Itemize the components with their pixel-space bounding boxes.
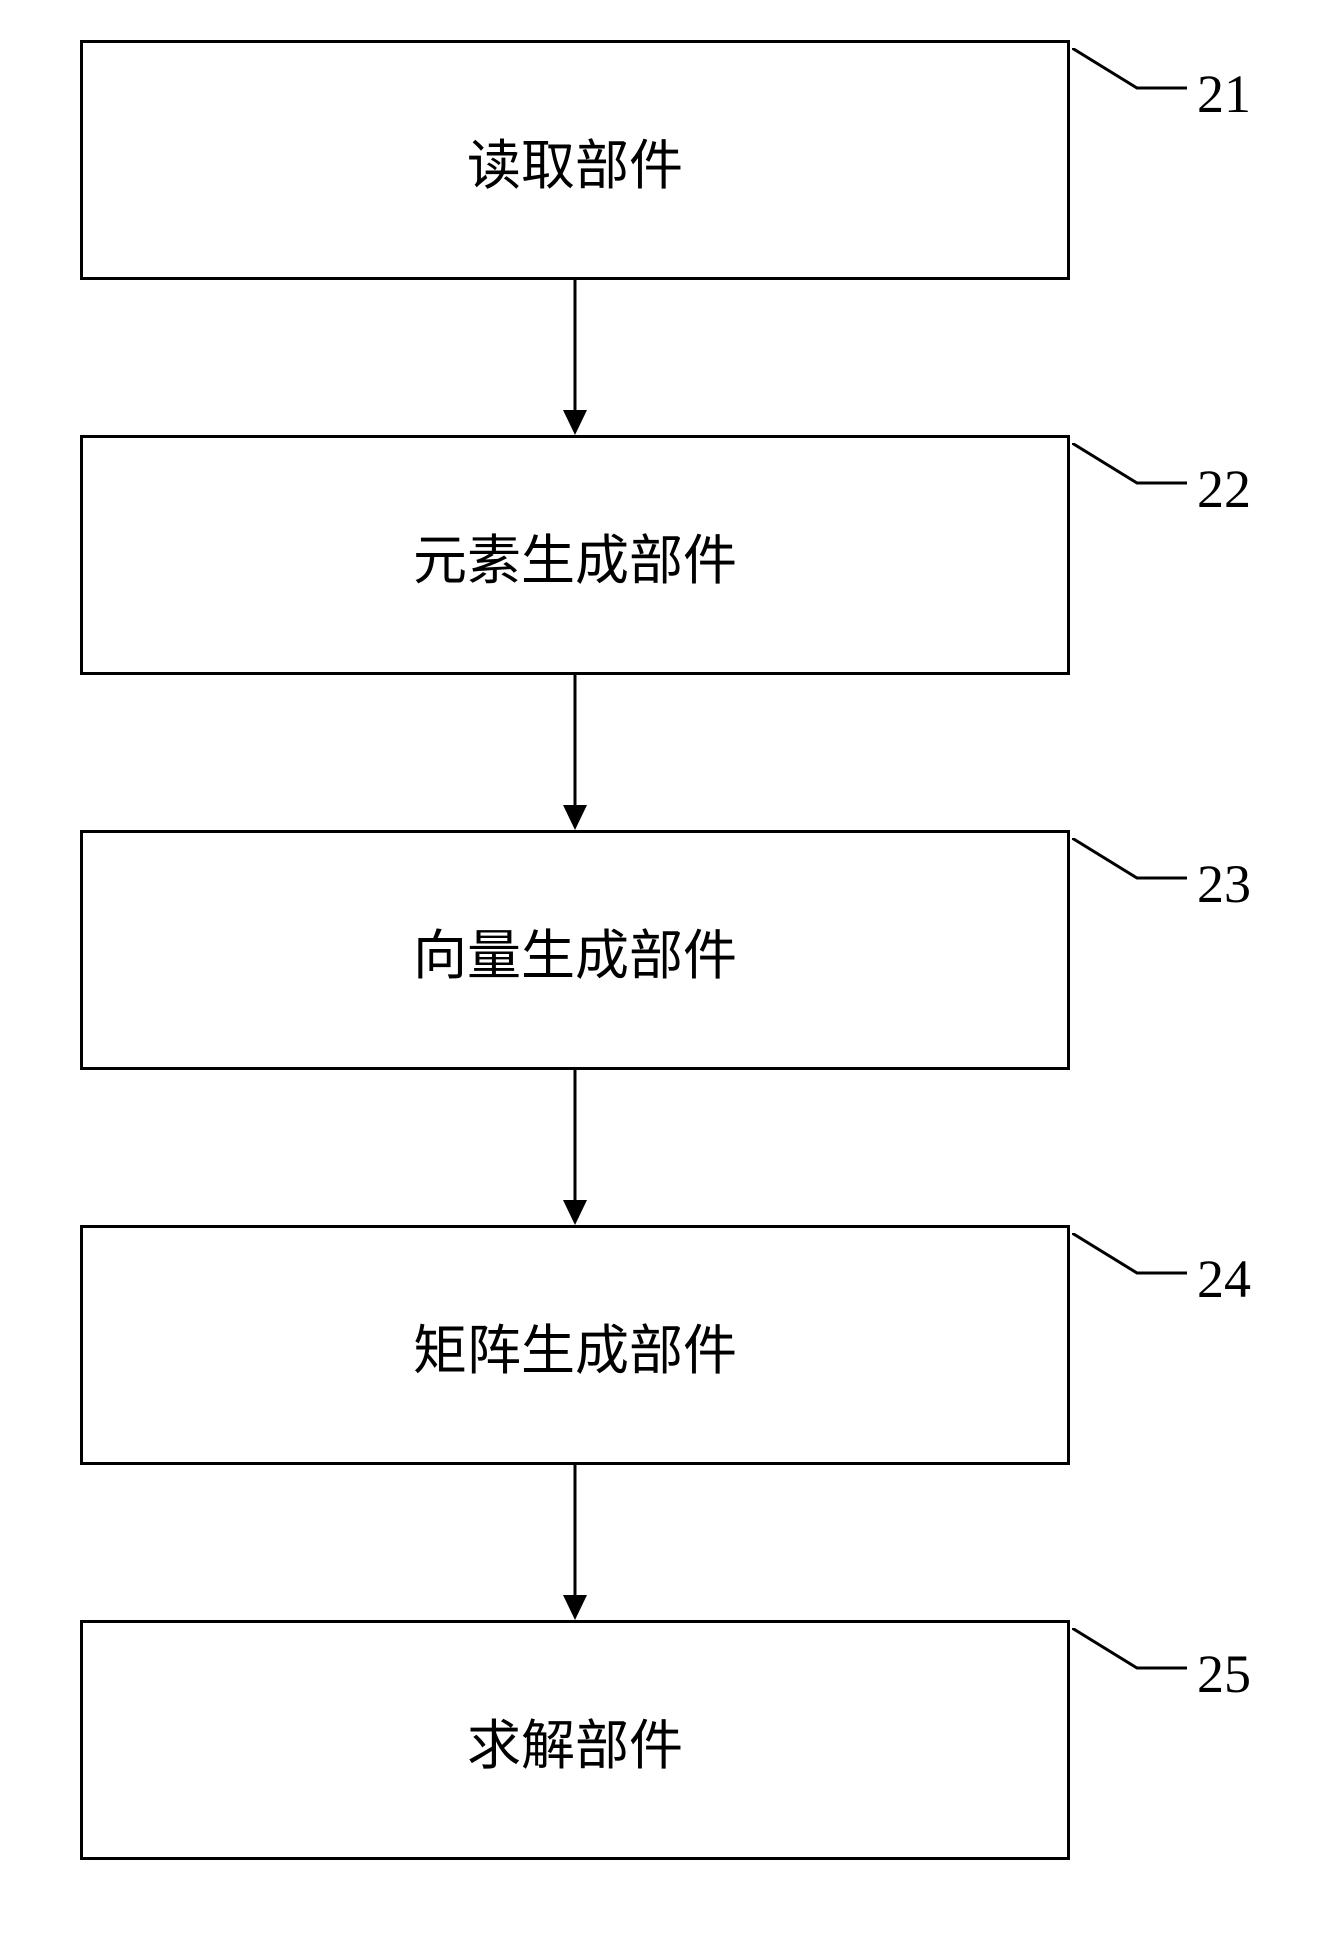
flowchart-node: 读取部件 21	[80, 40, 1070, 280]
flowchart-arrow	[80, 1465, 1070, 1620]
arrow-down-icon	[555, 675, 595, 830]
flowchart-node: 元素生成部件 22	[80, 435, 1070, 675]
annotation-container: 24	[1077, 1228, 1277, 1462]
arrow-down-icon	[555, 1070, 595, 1225]
annotation-container: 23	[1077, 833, 1277, 1067]
arrow-down-icon	[555, 1465, 595, 1620]
flowchart-node: 求解部件 25	[80, 1620, 1070, 1860]
flowchart-arrow	[80, 280, 1070, 435]
annotation-container: 22	[1077, 438, 1277, 672]
node-label: 元素生成部件	[413, 516, 737, 595]
annotation-number: 22	[1197, 458, 1251, 520]
annotation-container: 25	[1077, 1623, 1277, 1857]
annotation-container: 21	[1077, 43, 1277, 277]
annotation-leader-line	[1072, 443, 1192, 513]
node-label: 矩阵生成部件	[413, 1306, 737, 1385]
annotation-leader-line	[1072, 1233, 1192, 1303]
flowchart-node: 向量生成部件 23	[80, 830, 1070, 1070]
annotation-leader-line	[1072, 1628, 1192, 1698]
annotation-number: 25	[1197, 1643, 1251, 1705]
node-label: 求解部件	[467, 1701, 683, 1780]
annotation-leader-line	[1072, 48, 1192, 118]
annotation-number: 23	[1197, 853, 1251, 915]
node-label: 读取部件	[467, 121, 683, 200]
node-label: 向量生成部件	[413, 911, 737, 990]
flowchart-node: 矩阵生成部件 24	[80, 1225, 1070, 1465]
flowchart-arrow	[80, 675, 1070, 830]
annotation-number: 21	[1197, 63, 1251, 125]
annotation-leader-line	[1072, 838, 1192, 908]
flowchart-arrow	[80, 1070, 1070, 1225]
flowchart-container: 读取部件 21 元素生成部件 22 向量生成部件	[80, 40, 1180, 1860]
arrow-down-icon	[555, 280, 595, 435]
annotation-number: 24	[1197, 1248, 1251, 1310]
